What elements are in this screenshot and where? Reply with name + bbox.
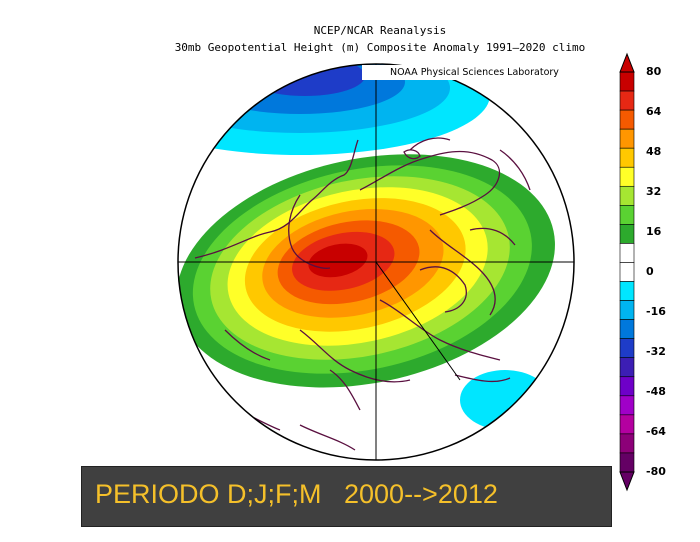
colorbar-cell	[619, 205, 635, 225]
colorbar-cell	[619, 452, 635, 473]
anomaly-field	[178, 64, 574, 460]
colorbar-tick-label: -32	[646, 345, 666, 358]
colorbar-cell	[619, 128, 635, 149]
colorbar-cell	[619, 109, 635, 130]
period-banner: PERIODO D;J;F;M 2000-->2012	[81, 466, 612, 527]
colorbar-cell	[619, 243, 635, 263]
colorbar-cell	[619, 357, 635, 378]
negative-anomaly-dark-blue	[245, 64, 365, 96]
colorbar-cell	[619, 338, 635, 359]
colorbar-cell	[619, 281, 635, 301]
colorbar-cell	[619, 414, 635, 435]
colorbar-cell	[619, 319, 635, 339]
colorbar-tick-label: 64	[646, 105, 662, 118]
chart-title: NCEP/NCAR Reanalysis	[313, 24, 447, 37]
colorbar	[619, 52, 635, 492]
colorbar-tick-label: 80	[646, 65, 662, 78]
period-banner-text: PERIODO D;J;F;M 2000-->2012	[95, 479, 498, 509]
map-gridlines	[178, 64, 574, 460]
colorbar-cell	[619, 71, 635, 92]
colorbar-cell	[619, 433, 635, 454]
colorbar-cell	[619, 300, 635, 320]
colorbar-tick-label: 32	[646, 185, 662, 198]
colorbar-tick-label: -64	[646, 425, 666, 438]
colorbar-tick-label: 48	[646, 145, 662, 158]
chart-subtitle: 30mb Geopotential Height (m) Composite A…	[174, 41, 586, 54]
colorbar-tick-label: -80	[646, 465, 666, 478]
colorbar-cell	[619, 147, 635, 168]
colorbar-tick-label: -48	[646, 385, 666, 398]
colorbar-cell	[619, 376, 635, 397]
colorbar-cell	[619, 262, 635, 282]
colorbar-cell	[619, 395, 635, 416]
colorbar-bottom-arrow	[619, 471, 635, 492]
colorbar-cell	[619, 224, 635, 244]
credit-label: NOAA Physical Sciences Laboratory	[362, 65, 584, 80]
colorbar-cell	[619, 90, 635, 111]
colorbar-tick-label: 16	[646, 225, 662, 238]
coastlines	[194, 137, 531, 451]
colorbar-top-arrow	[619, 52, 635, 73]
map-boundary	[177, 63, 575, 461]
colorbar-tick-label: -16	[646, 305, 666, 318]
colorbar-cell	[619, 185, 635, 206]
colorbar-tick-label: 0	[646, 265, 654, 278]
colorbar-cell	[619, 166, 635, 187]
